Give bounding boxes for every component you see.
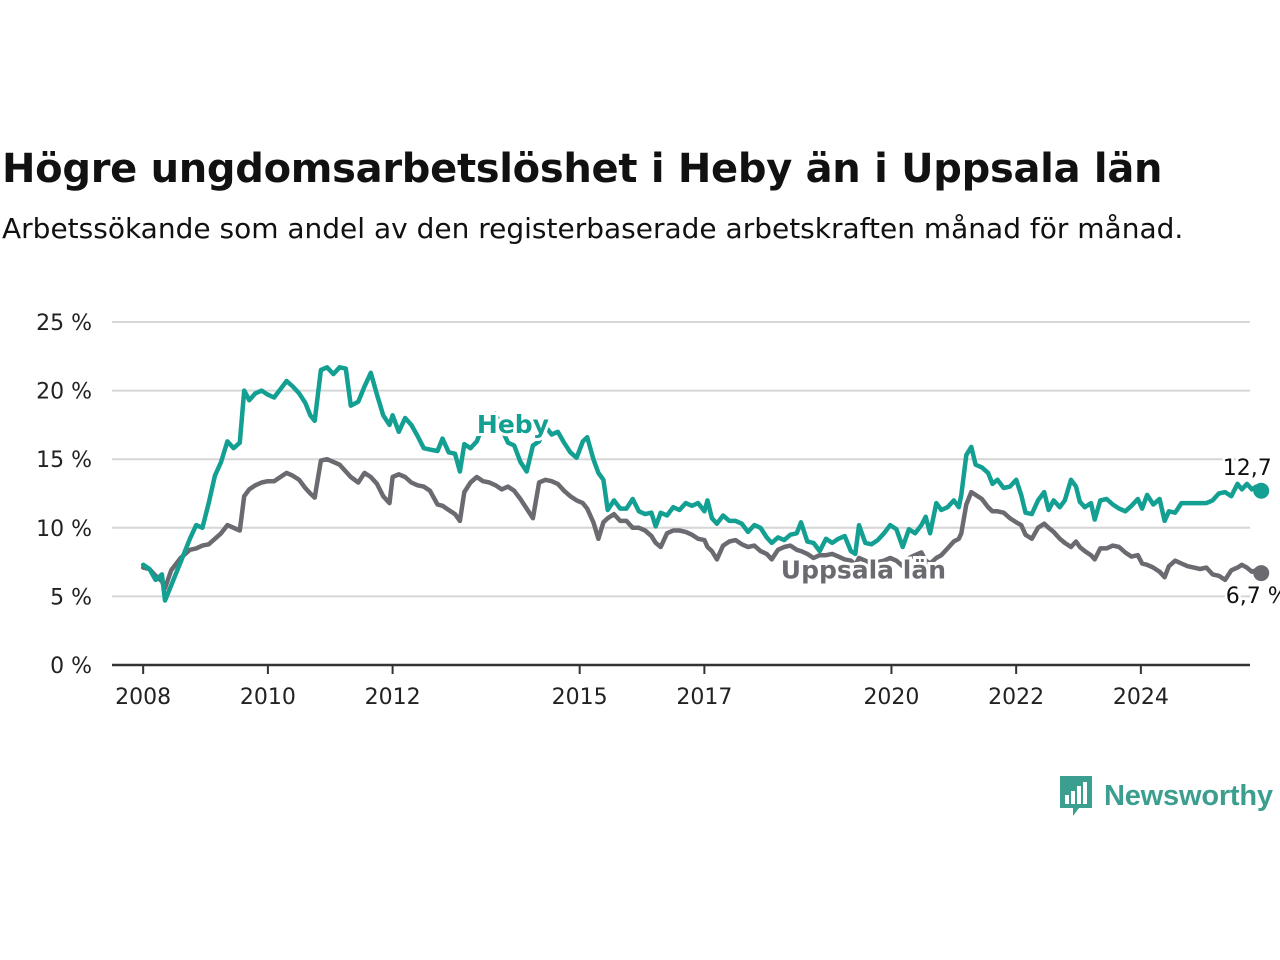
x-tick-label: 2024 bbox=[1113, 685, 1169, 710]
series-end-point-uppsala-l-n bbox=[1253, 565, 1270, 582]
x-tick-label: 2010 bbox=[240, 685, 296, 710]
series-label-uppsala-lan: Uppsala län bbox=[781, 556, 946, 585]
x-tick-label: 2022 bbox=[988, 685, 1044, 710]
x-tick-label: 2015 bbox=[552, 685, 608, 710]
end-value-label-uppsala-lan: 6,7 % bbox=[1226, 584, 1280, 609]
series-label-heby: Heby bbox=[477, 410, 549, 439]
brand-name: Newsworthy bbox=[1104, 779, 1273, 812]
y-tick-label: 25 % bbox=[36, 311, 92, 336]
series-labels: Heby Uppsala län 12,7 % 6,7 % bbox=[474, 407, 1280, 611]
y-tick-label: 5 % bbox=[50, 585, 92, 610]
newsworthy-logo-icon bbox=[1060, 776, 1092, 816]
y-tick-label: 20 % bbox=[36, 380, 92, 405]
x-tick-label: 2008 bbox=[115, 685, 171, 710]
series-end-point-heby bbox=[1253, 482, 1270, 499]
chart-title: Högre ungdomsarbetslöshet i Heby än i Up… bbox=[2, 146, 1163, 192]
axes: 0 % 5 % 10 % 15 % 20 % 25 % 2008 2010 2012 2015 20… bbox=[36, 311, 1250, 710]
series-line-uppsala-l-n bbox=[140, 456, 1264, 591]
x-tick-label: 2017 bbox=[676, 685, 732, 710]
series-lines bbox=[140, 365, 1270, 603]
y-tick-label: 15 % bbox=[36, 448, 92, 473]
y-tick-label: 10 % bbox=[36, 517, 92, 542]
x-tick-label: 2012 bbox=[365, 685, 421, 710]
gridlines bbox=[112, 321, 1250, 598]
end-value-label-heby: 12,7 % bbox=[1223, 456, 1280, 481]
x-tick-label: 2020 bbox=[863, 685, 919, 710]
newsworthy-logo: Newsworthy bbox=[1058, 774, 1273, 818]
series-line-heby bbox=[140, 365, 1264, 603]
y-tick-label: 0 % bbox=[50, 654, 92, 679]
chart-subtitle: Arbetssökande som andel av den registerb… bbox=[2, 212, 1184, 245]
